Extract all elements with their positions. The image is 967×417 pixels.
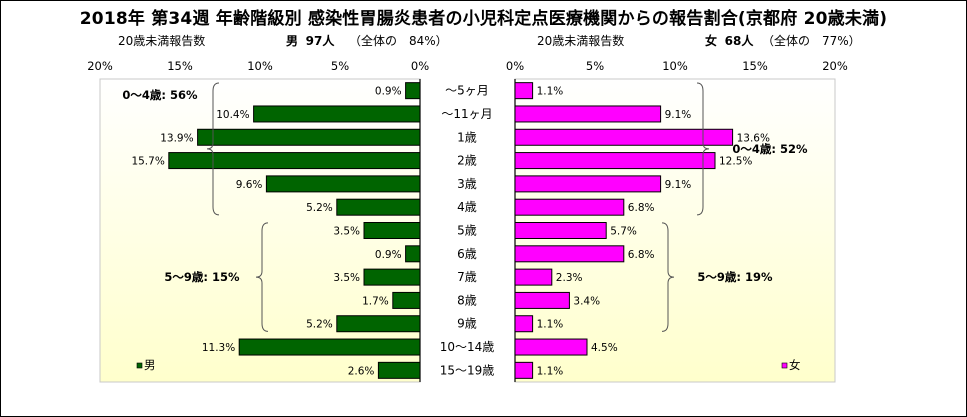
category-label: ～11ヶ月 bbox=[441, 107, 492, 121]
category-label: 4歳 bbox=[457, 200, 477, 214]
x-tick-label: 15% bbox=[167, 59, 193, 73]
data-label-female: 1.1% bbox=[537, 319, 564, 331]
bar-male bbox=[253, 105, 421, 123]
data-label-female: 9.1% bbox=[665, 179, 692, 191]
x-tick-label: 5% bbox=[586, 59, 604, 73]
data-label-female: 1.1% bbox=[537, 365, 564, 377]
bar-female bbox=[514, 361, 534, 379]
group-bracket-male bbox=[255, 222, 269, 332]
data-label-female: 3.4% bbox=[573, 295, 600, 307]
category-label: 8歳 bbox=[457, 293, 477, 307]
data-label-female: 6.8% bbox=[628, 249, 655, 261]
group-bracket-female bbox=[696, 82, 710, 216]
category-label: 7歳 bbox=[457, 270, 477, 284]
group-bracket-female bbox=[661, 222, 675, 332]
bar-male bbox=[377, 361, 421, 379]
data-label-female: 9.1% bbox=[665, 109, 692, 121]
category-label: 9歳 bbox=[457, 317, 477, 331]
bar-female bbox=[514, 198, 625, 216]
bar-male bbox=[363, 222, 421, 239]
group-label-female: 5～9歳: 19% bbox=[697, 270, 773, 284]
female-count-text: 68人 bbox=[724, 34, 754, 48]
category-label: 10～14歳 bbox=[440, 340, 495, 354]
bar-male bbox=[392, 291, 421, 309]
data-label-female: 1.1% bbox=[537, 86, 564, 98]
group-label-male: 5～9歳: 15% bbox=[164, 270, 240, 284]
right-sex-label: 女 68人 bbox=[705, 32, 753, 49]
category-label: ～5ヶ月 bbox=[445, 84, 489, 98]
bar-male bbox=[197, 128, 421, 146]
x-tick-label: 5% bbox=[331, 59, 349, 73]
bar-female bbox=[514, 175, 662, 193]
category-label: 6歳 bbox=[457, 247, 477, 261]
left-metric-label: 20歳未満報告数 bbox=[118, 34, 206, 48]
data-label-male: 11.3% bbox=[202, 342, 235, 354]
category-label: 1歳 bbox=[457, 130, 477, 144]
data-label-male: 5.2% bbox=[306, 319, 333, 331]
x-tick-label: 0% bbox=[506, 59, 524, 73]
bar-male bbox=[238, 338, 421, 356]
bar-female bbox=[514, 222, 607, 239]
bar-male bbox=[168, 152, 421, 170]
data-label-male: 1.7% bbox=[362, 295, 389, 307]
data-label-female: 4.5% bbox=[591, 342, 618, 354]
female-sex-text: 女 bbox=[705, 34, 718, 48]
data-label-male: 13.9% bbox=[160, 132, 193, 144]
bar-female bbox=[514, 128, 734, 146]
legend-label-male: 男 bbox=[144, 358, 156, 372]
legend-swatch-male bbox=[136, 362, 143, 369]
bar-male bbox=[405, 82, 421, 100]
group-label-female: 0～4歳: 52% bbox=[732, 142, 808, 156]
right-metric-label: 20歳未満報告数 bbox=[537, 34, 625, 48]
group-label-male: 0～4歳: 56% bbox=[122, 88, 198, 102]
group-bracket-male bbox=[206, 82, 220, 216]
data-label-male: 15.7% bbox=[131, 156, 164, 168]
data-label-female: 13.6% bbox=[737, 132, 770, 144]
data-label-male: 10.4% bbox=[216, 109, 249, 121]
data-label-male: 5.2% bbox=[306, 202, 333, 214]
bar-female bbox=[514, 338, 588, 356]
male-count-text: 97人 bbox=[305, 34, 335, 48]
legend-swatch-female bbox=[781, 362, 788, 369]
x-tick-label: 20% bbox=[822, 59, 848, 73]
legend-label-female: 女 bbox=[789, 358, 801, 372]
data-label-male: 0.9% bbox=[375, 249, 402, 261]
bar-female bbox=[514, 315, 534, 333]
left-share-label: （全体の 84%） bbox=[349, 34, 448, 48]
x-tick-label: 0% bbox=[411, 59, 429, 73]
category-label: 2歳 bbox=[457, 154, 477, 168]
data-label-male: 9.6% bbox=[236, 179, 263, 191]
x-tick-label: 20% bbox=[87, 59, 113, 73]
bar-male bbox=[405, 245, 421, 263]
data-label-male: 2.6% bbox=[348, 365, 375, 377]
bar-male bbox=[336, 198, 421, 216]
x-tick-label: 15% bbox=[742, 59, 768, 73]
data-label-female: 5.7% bbox=[610, 226, 637, 238]
left-sex-label: 男 97人 bbox=[286, 32, 334, 49]
category-label: 5歳 bbox=[457, 224, 477, 238]
bar-male bbox=[265, 175, 421, 193]
category-label: 15～19歳 bbox=[440, 363, 495, 377]
bar-female bbox=[514, 245, 625, 263]
x-tick-label: 10% bbox=[662, 59, 688, 73]
male-sex-text: 男 bbox=[286, 34, 299, 48]
bar-female bbox=[514, 82, 534, 100]
data-label-female: 2.3% bbox=[556, 272, 583, 284]
data-label-female: 12.5% bbox=[719, 156, 752, 168]
bar-female bbox=[514, 268, 553, 286]
data-label-male: 0.9% bbox=[375, 86, 402, 98]
bar-female bbox=[514, 291, 570, 309]
x-tick-label: 10% bbox=[247, 59, 273, 73]
bar-male bbox=[363, 268, 421, 286]
data-label-male: 3.5% bbox=[333, 272, 360, 284]
right-share-label: （全体の 77%） bbox=[762, 34, 861, 48]
bar-male bbox=[336, 315, 421, 333]
category-label: 3歳 bbox=[457, 177, 477, 191]
data-label-female: 6.8% bbox=[628, 202, 655, 214]
bar-female bbox=[514, 105, 662, 123]
chart-title: 2018年 第34週 年齢階級別 感染性胃腸炎患者の小児科定点医療機関からの報告… bbox=[79, 9, 888, 29]
data-label-male: 3.5% bbox=[333, 226, 360, 238]
bar-female bbox=[514, 152, 716, 170]
